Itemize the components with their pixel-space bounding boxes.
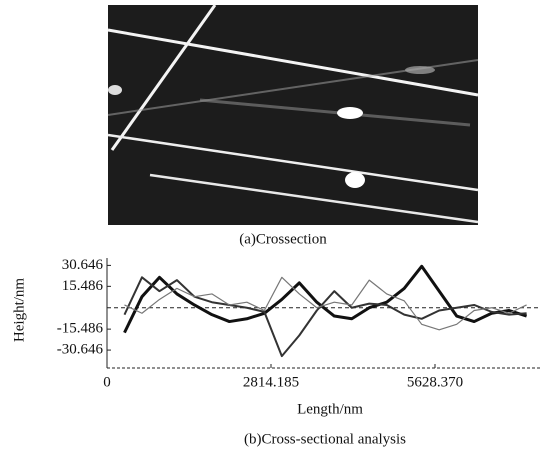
profile-line <box>123 276 527 358</box>
afm-image <box>107 4 479 225</box>
x-axis-label: Length/nm <box>297 401 363 417</box>
x-tick-label: 2814.185 <box>243 374 299 390</box>
x-tick-label: 0 <box>103 374 111 390</box>
y-tick-label: -15.486 <box>57 321 104 337</box>
caption-b: (b)Cross-sectional analysis <box>244 431 406 447</box>
profile-line <box>123 264 528 334</box>
x-tick-label: 5628.370 <box>407 374 463 390</box>
caption-a: (a)Crossection <box>239 231 327 247</box>
y-axis-label: Height/nm <box>11 278 27 342</box>
y-tick-label: 30.646 <box>62 257 104 273</box>
profile-line <box>124 276 527 331</box>
y-tick-label: 15.486 <box>62 278 104 294</box>
y-tick-label: -30.646 <box>57 342 104 358</box>
